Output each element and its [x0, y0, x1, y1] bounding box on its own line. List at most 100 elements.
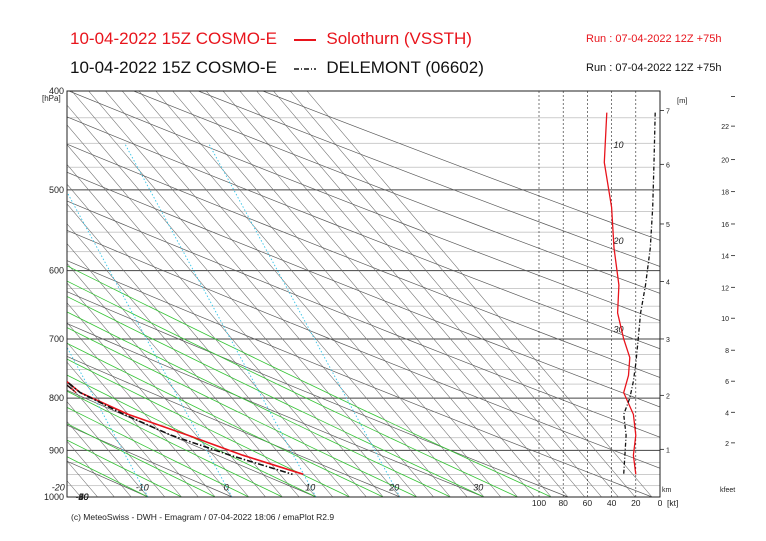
height-axis-unit: km	[662, 487, 672, 494]
wind-axis-unit: [kt]	[667, 498, 678, 508]
parcel-curve-0	[67, 384, 77, 394]
run-red: Run : 07-04-2022 12Z +75h	[586, 33, 722, 45]
theta-label: 10	[613, 140, 623, 150]
kfeet-tick-label: 12	[721, 285, 729, 292]
kfeet-tick-label: 8	[725, 348, 729, 355]
wind-speed-profile-1	[623, 112, 656, 475]
y-tick-label: 400	[49, 86, 64, 96]
x-tick-label: 30	[473, 482, 483, 492]
kfeet-tick-label: 4	[725, 410, 729, 417]
dry-adiabat-line	[67, 171, 660, 408]
y-axis-label: [hPa]	[42, 94, 61, 103]
moist-adiabat-line	[67, 456, 149, 497]
isotherm-line	[71, 91, 418, 497]
isotherm-line	[138, 91, 485, 497]
mixing-ratio-line	[67, 346, 149, 497]
isotherm-line	[189, 91, 535, 497]
isotherm-line	[67, 361, 182, 497]
height-tick-label: 4	[666, 280, 670, 287]
moist-adiabat-line	[67, 374, 317, 497]
isotherm-line	[67, 401, 149, 497]
grid-layer	[0, 91, 660, 497]
kfeet-tick-label: 14	[721, 254, 729, 261]
dry-adiabat-line	[67, 116, 660, 350]
moist-adiabat-line	[67, 358, 350, 497]
y-tick-label: 600	[49, 266, 64, 276]
wind-tick-label: 60	[583, 498, 593, 508]
wind-tick-label: 0	[658, 498, 663, 508]
mixing-ratio-line	[67, 191, 233, 497]
theta-label: 30	[613, 325, 623, 335]
kfeet-tick-label: 18	[721, 190, 729, 197]
isotherm-line	[67, 223, 300, 497]
isotherm-line	[67, 262, 266, 497]
dry-adiabat-line	[198, 91, 660, 267]
dry-adiabat-line	[262, 91, 660, 241]
isotherm-line	[67, 302, 233, 497]
moist-adiabat-line	[67, 311, 451, 497]
isotherm-line	[273, 91, 619, 497]
kfeet-tick-label: 2	[725, 441, 729, 448]
kfeet-tick-label: 16	[721, 222, 729, 229]
moist-adiabat-line	[67, 327, 417, 497]
height-axis-label: [m]	[677, 96, 687, 105]
isotherm-left-label: -20	[75, 492, 88, 502]
wind-tick-label: 20	[631, 498, 641, 508]
kfeet-tick-label: 10	[721, 316, 729, 323]
isotherm-line	[256, 91, 602, 497]
title-red: 10-04-2022 15Z COSMO-E Solothurn (VSSTH)	[70, 29, 472, 49]
isotherm-line	[306, 91, 653, 497]
title-black-text: 10-04-2022 15Z COSMO-E	[70, 58, 277, 77]
moist-adiabat-line	[67, 439, 182, 497]
isotherm-left-label: -30	[75, 492, 88, 502]
dry-adiabat-line	[67, 323, 485, 497]
wind-speed-profile-0	[603, 112, 637, 475]
isotherm-line	[289, 91, 636, 497]
kfeet-tick-label: 22	[721, 124, 729, 131]
isotherm-line	[67, 164, 350, 497]
station-red-text: Solothurn (VSSTH)	[326, 29, 472, 48]
isotherm-line	[155, 91, 502, 497]
dry-adiabat-line	[133, 91, 660, 294]
isotherm-line	[0, 91, 47, 497]
title-black: 10-04-2022 15Z COSMO-E DELEMONT (06602)	[70, 58, 484, 78]
isotherm-line	[67, 243, 283, 497]
isotherm-line	[67, 460, 98, 497]
station-black-text: DELEMONT (06602)	[326, 58, 484, 77]
height-tick-label: 1	[666, 447, 670, 454]
isotherm-line	[67, 104, 401, 497]
isotherm-line	[67, 421, 132, 497]
mixing-ratio-line	[0, 143, 64, 497]
isotherm-line	[172, 91, 518, 497]
theta-label: 20	[612, 236, 623, 246]
plot-frame	[66, 90, 661, 498]
isotherm-line	[67, 322, 216, 497]
wind-tick-label: 100	[532, 498, 546, 508]
dry-adiabat-line	[0, 91, 64, 497]
wind-tick-label: 40	[607, 498, 617, 508]
isotherm-line	[222, 91, 569, 497]
y-tick-label: 700	[49, 334, 64, 344]
isotherm-line	[121, 91, 468, 497]
isotherm-line	[205, 91, 552, 497]
isotherm-line	[67, 144, 367, 497]
moist-adiabat-line	[67, 280, 518, 497]
isotherm-line	[67, 440, 115, 497]
y-tick-label: 1000	[44, 492, 64, 502]
footer-credit: (c) MeteoSwiss - DWH - Emagram / 07-04-2…	[71, 512, 335, 522]
isotherm-left-label: -40	[75, 492, 88, 502]
kfeet-tick-label: 20	[721, 158, 729, 165]
moist-adiabat-line	[67, 342, 384, 497]
isotherm-left-label: -50	[75, 492, 88, 502]
isotherm-line	[67, 203, 317, 497]
y-tick-label: 800	[49, 393, 64, 403]
temperature-curve-0	[67, 380, 304, 476]
isotherm-line	[67, 341, 199, 497]
x-tick-label: 0	[224, 482, 229, 492]
isotherm-line	[67, 282, 250, 497]
moist-adiabat-line	[67, 295, 485, 497]
dry-adiabat-line	[67, 460, 149, 497]
legend-dashdot-line-icon	[293, 67, 316, 70]
height-tick-label: 3	[666, 337, 670, 344]
